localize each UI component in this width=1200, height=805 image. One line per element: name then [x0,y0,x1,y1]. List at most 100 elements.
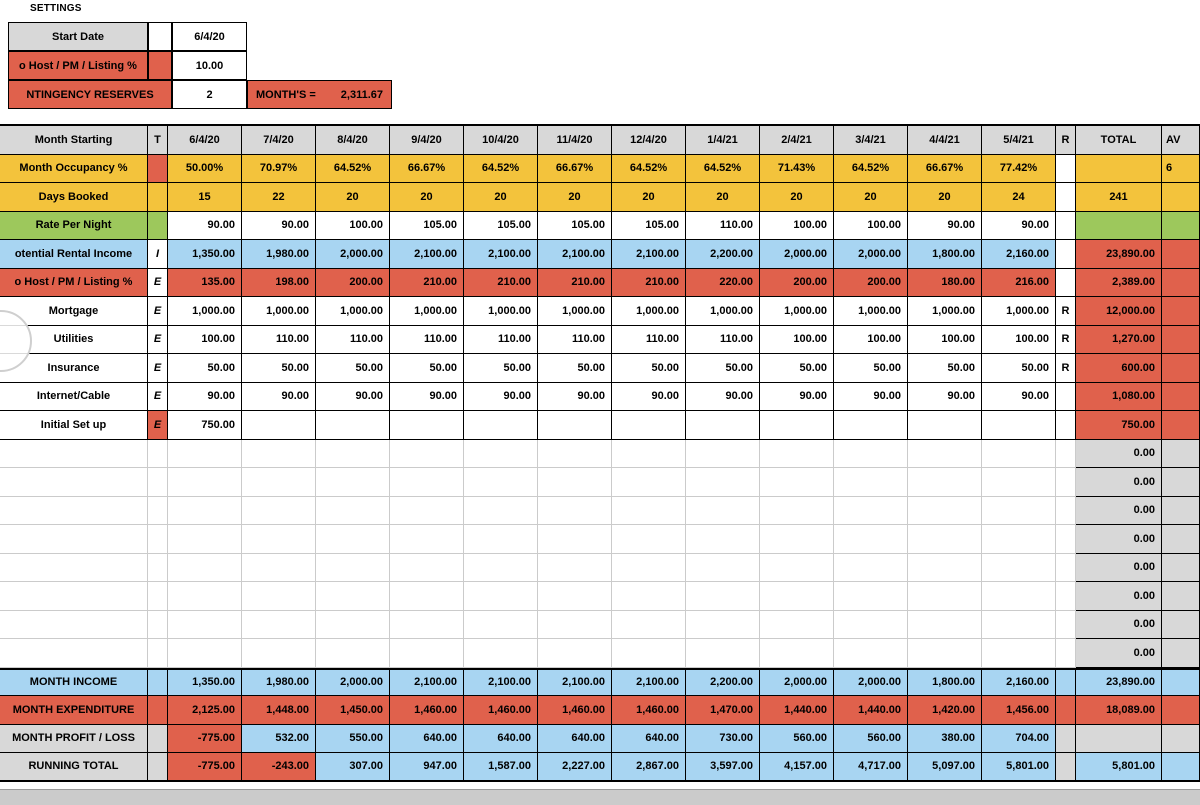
month-cell[interactable]: 100.00 [834,211,908,240]
month-cell[interactable] [982,582,1056,611]
row-label[interactable] [0,553,148,582]
month-cell[interactable] [612,439,686,468]
month-cell[interactable]: 100.00 [316,211,390,240]
month-cell[interactable]: 1,000.00 [982,297,1056,326]
month-cell[interactable]: 110.00 [686,325,760,354]
row-label[interactable]: MONTH INCOME [0,667,148,696]
total-cell[interactable] [1076,211,1162,240]
month-cell[interactable] [686,496,760,525]
month-cell[interactable] [390,639,464,668]
month-cell[interactable] [908,610,982,639]
total-cell[interactable]: 0.00 [1076,496,1162,525]
recurring-flag-cell[interactable] [1056,268,1076,297]
month-cell[interactable]: 640.00 [612,724,686,753]
month-cell[interactable]: 1,440.00 [834,696,908,725]
month-cell[interactable] [464,582,538,611]
month-cell[interactable]: 90.00 [908,382,982,411]
recurring-flag-cell[interactable] [1056,639,1076,668]
month-cell[interactable]: 90.00 [760,382,834,411]
month-cell[interactable] [242,439,316,468]
row-label[interactable] [0,639,148,668]
month-cell[interactable] [760,525,834,554]
month-cell[interactable] [464,439,538,468]
month-cell[interactable]: 198.00 [242,268,316,297]
month-cell[interactable] [168,610,242,639]
header-month-3[interactable]: 9/4/20 [390,126,464,155]
total-cell[interactable]: 18,089.00 [1076,696,1162,725]
average-cell[interactable] [1162,325,1200,354]
average-cell[interactable] [1162,696,1200,725]
month-cell[interactable]: 100.00 [168,325,242,354]
month-cell[interactable]: 5,801.00 [982,753,1056,782]
month-cell[interactable]: 105.00 [390,211,464,240]
month-cell[interactable] [538,525,612,554]
month-cell[interactable] [538,411,612,440]
month-cell[interactable]: 200.00 [316,268,390,297]
month-cell[interactable]: 750.00 [168,411,242,440]
month-cell[interactable] [242,411,316,440]
average-cell[interactable] [1162,439,1200,468]
row-label[interactable]: Internet/Cable [0,382,148,411]
month-cell[interactable]: 20 [538,183,612,212]
recurring-flag-cell[interactable]: R [1056,297,1076,326]
month-cell[interactable] [982,468,1056,497]
month-cell[interactable]: 2,000.00 [316,667,390,696]
recurring-flag-cell[interactable] [1056,496,1076,525]
month-cell[interactable]: 1,460.00 [464,696,538,725]
recurring-flag-cell[interactable]: R [1056,354,1076,383]
row-label[interactable] [0,610,148,639]
month-cell[interactable]: 210.00 [612,268,686,297]
type-cell[interactable] [148,439,168,468]
month-cell[interactable]: 2,000.00 [316,240,390,269]
total-cell[interactable]: 0.00 [1076,439,1162,468]
month-cell[interactable]: 5,097.00 [908,753,982,782]
recurring-flag-cell[interactable]: R [1056,325,1076,354]
month-cell[interactable]: 50.00 [242,354,316,383]
month-cell[interactable]: 210.00 [538,268,612,297]
month-cell[interactable]: 210.00 [464,268,538,297]
recurring-flag-cell[interactable] [1056,610,1076,639]
settings-start-date-value[interactable]: 6/4/20 [172,22,247,51]
month-cell[interactable] [982,639,1056,668]
month-cell[interactable]: 1,587.00 [464,753,538,782]
month-cell[interactable]: 640.00 [464,724,538,753]
settings-contingency-reserve-amount[interactable]: MONTH'S = 2,311.67 [247,80,392,109]
month-cell[interactable] [316,553,390,582]
month-cell[interactable] [316,582,390,611]
month-cell[interactable]: 2,100.00 [464,240,538,269]
month-cell[interactable]: 1,000.00 [908,297,982,326]
month-cell[interactable]: 71.43% [760,154,834,183]
type-cell[interactable]: E [148,411,168,440]
month-cell[interactable]: 110.00 [464,325,538,354]
total-cell[interactable]: 23,890.00 [1076,240,1162,269]
month-cell[interactable]: 2,160.00 [982,240,1056,269]
month-cell[interactable] [242,468,316,497]
month-cell[interactable]: -775.00 [168,753,242,782]
month-cell[interactable] [168,553,242,582]
total-cell[interactable]: 0.00 [1076,553,1162,582]
month-cell[interactable]: 66.67% [908,154,982,183]
month-cell[interactable] [538,610,612,639]
month-cell[interactable]: 704.00 [982,724,1056,753]
header-t-column[interactable]: T [148,126,168,155]
month-cell[interactable]: 50.00 [686,354,760,383]
header-month-6[interactable]: 12/4/20 [612,126,686,155]
type-cell[interactable] [148,496,168,525]
month-cell[interactable] [686,411,760,440]
month-cell[interactable] [464,468,538,497]
month-cell[interactable]: 20 [834,183,908,212]
month-cell[interactable] [834,411,908,440]
month-cell[interactable]: 2,200.00 [686,667,760,696]
month-cell[interactable] [538,553,612,582]
month-cell[interactable]: 50.00 [834,354,908,383]
month-cell[interactable]: 1,980.00 [242,667,316,696]
average-cell[interactable] [1162,753,1200,782]
month-cell[interactable] [834,525,908,554]
month-cell[interactable] [242,582,316,611]
month-cell[interactable] [316,525,390,554]
month-cell[interactable] [242,639,316,668]
type-cell[interactable] [148,468,168,497]
month-cell[interactable]: 50.00 [908,354,982,383]
recurring-flag-cell[interactable] [1056,553,1076,582]
recurring-flag-cell[interactable] [1056,411,1076,440]
